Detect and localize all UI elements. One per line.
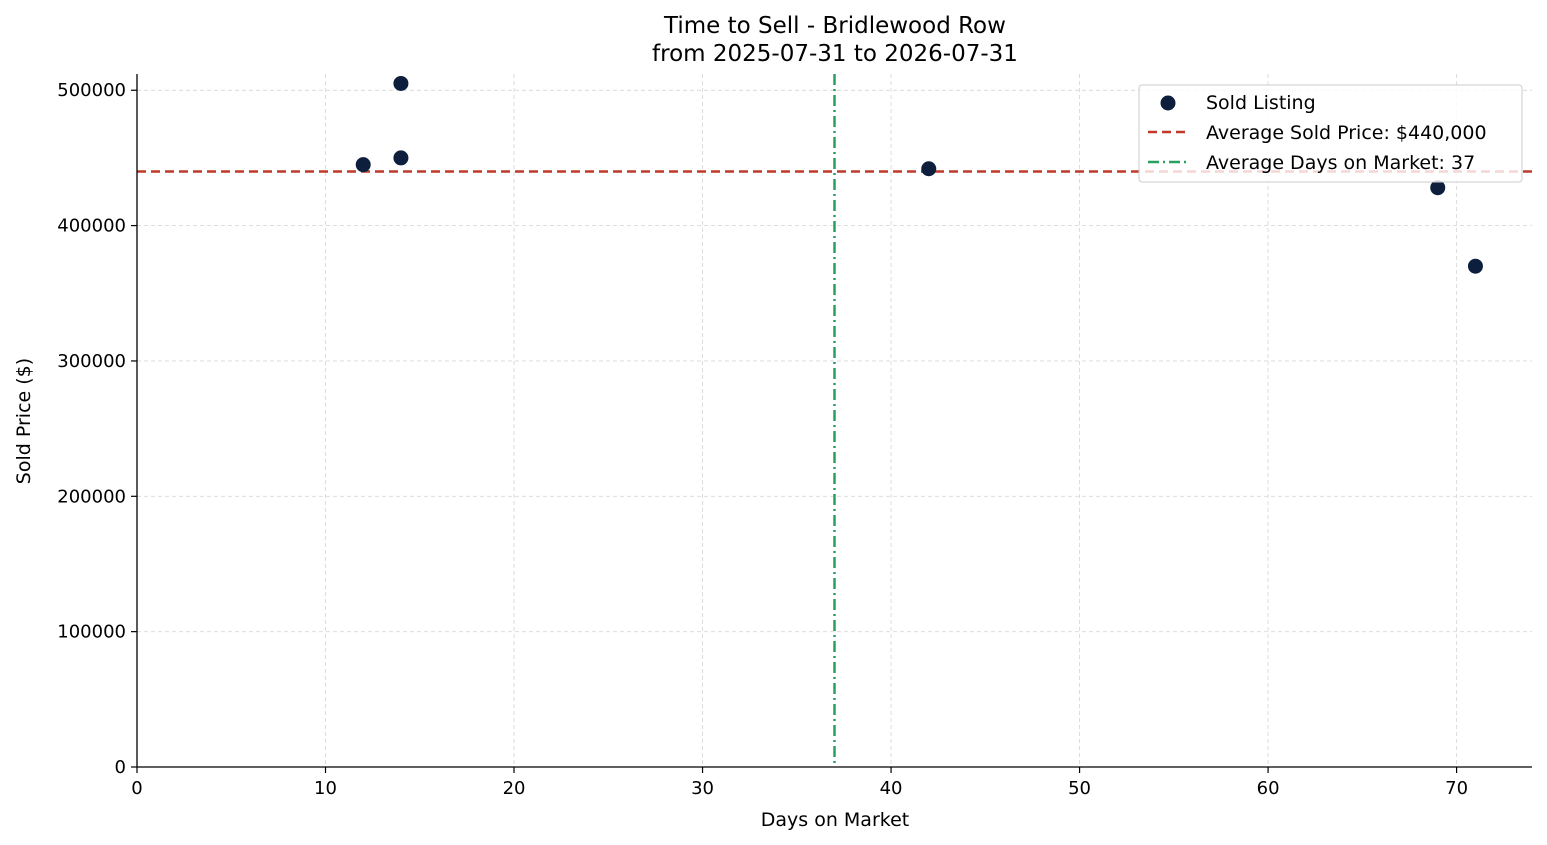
data-point	[355, 157, 371, 173]
x-tick-label: 50	[1068, 778, 1091, 799]
chart-title: Time to Sell - Bridlewood Row	[663, 13, 1006, 39]
y-tick-label: 0	[115, 757, 126, 778]
x-tick-label: 0	[131, 778, 142, 799]
x-tick-label: 20	[503, 778, 526, 799]
x-tick-label: 60	[1257, 778, 1280, 799]
y-axis-title: Sold Price ($)	[13, 358, 35, 484]
data-point	[1467, 258, 1483, 274]
y-tick-label: 200000	[57, 486, 126, 507]
legend-label-average-price: Average Sold Price: $440,000	[1206, 122, 1487, 144]
x-tick-label: 30	[691, 778, 714, 799]
y-tick-label: 300000	[57, 351, 126, 372]
legend: Sold Listing Average Sold Price: $440,00…	[1138, 84, 1523, 183]
y-ticks: 0 100000 200000 300000 400000 500000	[57, 80, 137, 778]
legend-label-average-days: Average Days on Market: 37	[1206, 152, 1475, 174]
legend-marker-sold-listing	[1160, 95, 1176, 111]
y-tick-label: 100000	[57, 622, 126, 643]
x-axis-title: Days on Market	[761, 809, 909, 831]
chart-subtitle: from 2025-07-31 to 2026-07-31	[652, 41, 1018, 67]
data-point	[393, 150, 409, 166]
x-tick-label: 40	[880, 778, 903, 799]
x-tick-label: 70	[1445, 778, 1468, 799]
data-point	[921, 161, 937, 177]
legend-box	[1138, 84, 1523, 183]
data-point	[1430, 180, 1446, 196]
y-tick-label: 500000	[57, 80, 126, 101]
scatter-points	[355, 75, 1483, 274]
x-tick-label: 10	[314, 778, 337, 799]
y-tick-label: 400000	[57, 216, 126, 237]
axes	[136, 74, 1532, 768]
data-point	[393, 75, 409, 91]
x-ticks: 0 10 20 30 40 50 60 70	[131, 767, 1468, 799]
legend-label-sold-listing: Sold Listing	[1206, 92, 1316, 114]
